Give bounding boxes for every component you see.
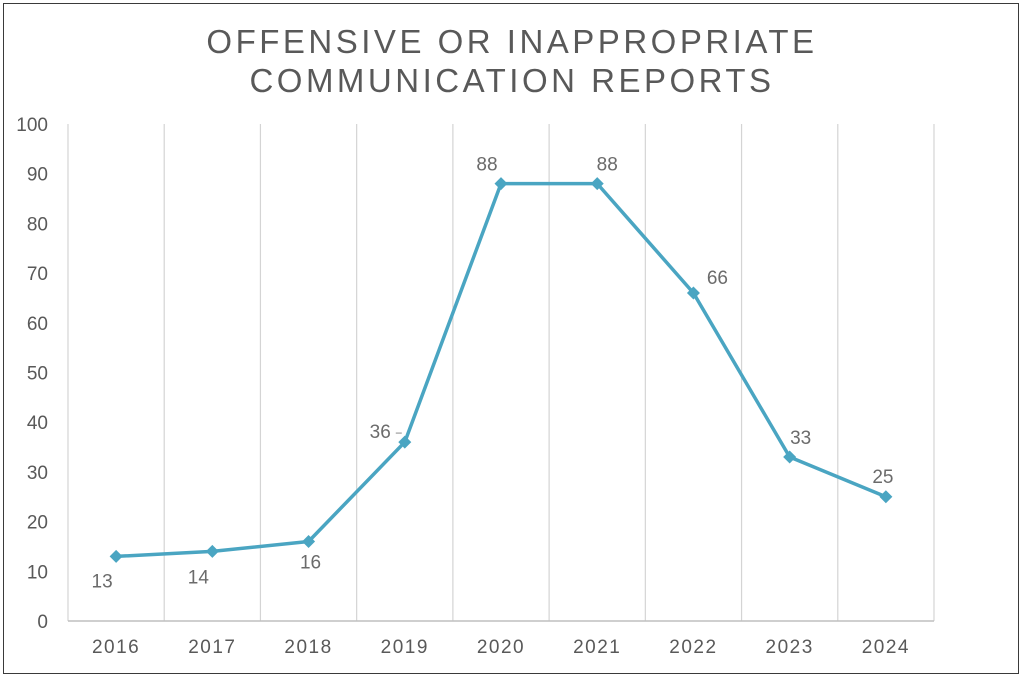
data-point-marker — [590, 177, 604, 191]
y-tick-label: 70 — [27, 264, 48, 285]
data-label: 33 — [790, 428, 811, 449]
chart-title-line-2: COMMUNICATION REPORTS — [249, 62, 775, 99]
y-axis-tick-labels: 0 10 20 30 40 50 60 70 80 90 100 — [16, 115, 48, 633]
data-point-marker — [109, 549, 123, 563]
data-label: 66 — [707, 268, 728, 289]
x-tick-label: 2018 — [284, 637, 332, 658]
x-tick-label: 2020 — [477, 637, 525, 658]
data-labels: 13 14 16 36 88 88 66 33 25 — [92, 155, 894, 593]
data-label: 88 — [476, 155, 497, 176]
x-tick-label: 2021 — [573, 637, 621, 658]
data-label: 13 — [92, 571, 113, 592]
x-tick-label: 2017 — [188, 637, 236, 658]
data-label: 25 — [872, 467, 893, 488]
chart-title-line-1: OFFENSIVE OR INAPPROPRIATE — [206, 23, 818, 60]
y-tick-label: 0 — [37, 612, 48, 633]
x-tick-label: 2023 — [766, 637, 814, 658]
x-tick-label: 2019 — [381, 637, 429, 658]
y-tick-label: 80 — [27, 214, 48, 235]
chart-frame — [3, 3, 1019, 674]
x-tick-label: 2016 — [92, 637, 140, 658]
y-tick-label: 100 — [16, 115, 48, 136]
data-label: 88 — [597, 155, 618, 176]
data-label: 36 — [370, 422, 391, 443]
data-point-marker — [494, 177, 508, 191]
series-markers — [109, 177, 893, 563]
y-tick-label: 40 — [27, 413, 48, 434]
data-point-marker — [302, 534, 316, 548]
y-tick-label: 20 — [27, 513, 48, 534]
x-tick-label: 2024 — [862, 637, 910, 658]
y-tick-label: 90 — [27, 165, 48, 186]
data-point-marker — [205, 544, 219, 558]
y-tick-label: 60 — [27, 314, 48, 335]
data-label: 14 — [188, 567, 210, 588]
gridlines — [67, 124, 935, 621]
x-tick-label: 2022 — [669, 637, 717, 658]
y-tick-label: 50 — [27, 364, 48, 385]
data-point-marker — [879, 490, 893, 504]
series-line-reports — [114, 181, 888, 559]
data-label: 16 — [300, 552, 321, 573]
x-axis-tick-labels: 2016 2017 2018 2019 2020 2021 2022 2023 2024 — [92, 637, 910, 658]
data-point-marker — [398, 435, 412, 449]
data-point-marker — [783, 450, 797, 464]
data-point-marker — [686, 286, 700, 300]
series-line — [114, 181, 888, 559]
y-tick-label: 10 — [27, 562, 48, 583]
y-tick-label: 30 — [27, 463, 48, 484]
